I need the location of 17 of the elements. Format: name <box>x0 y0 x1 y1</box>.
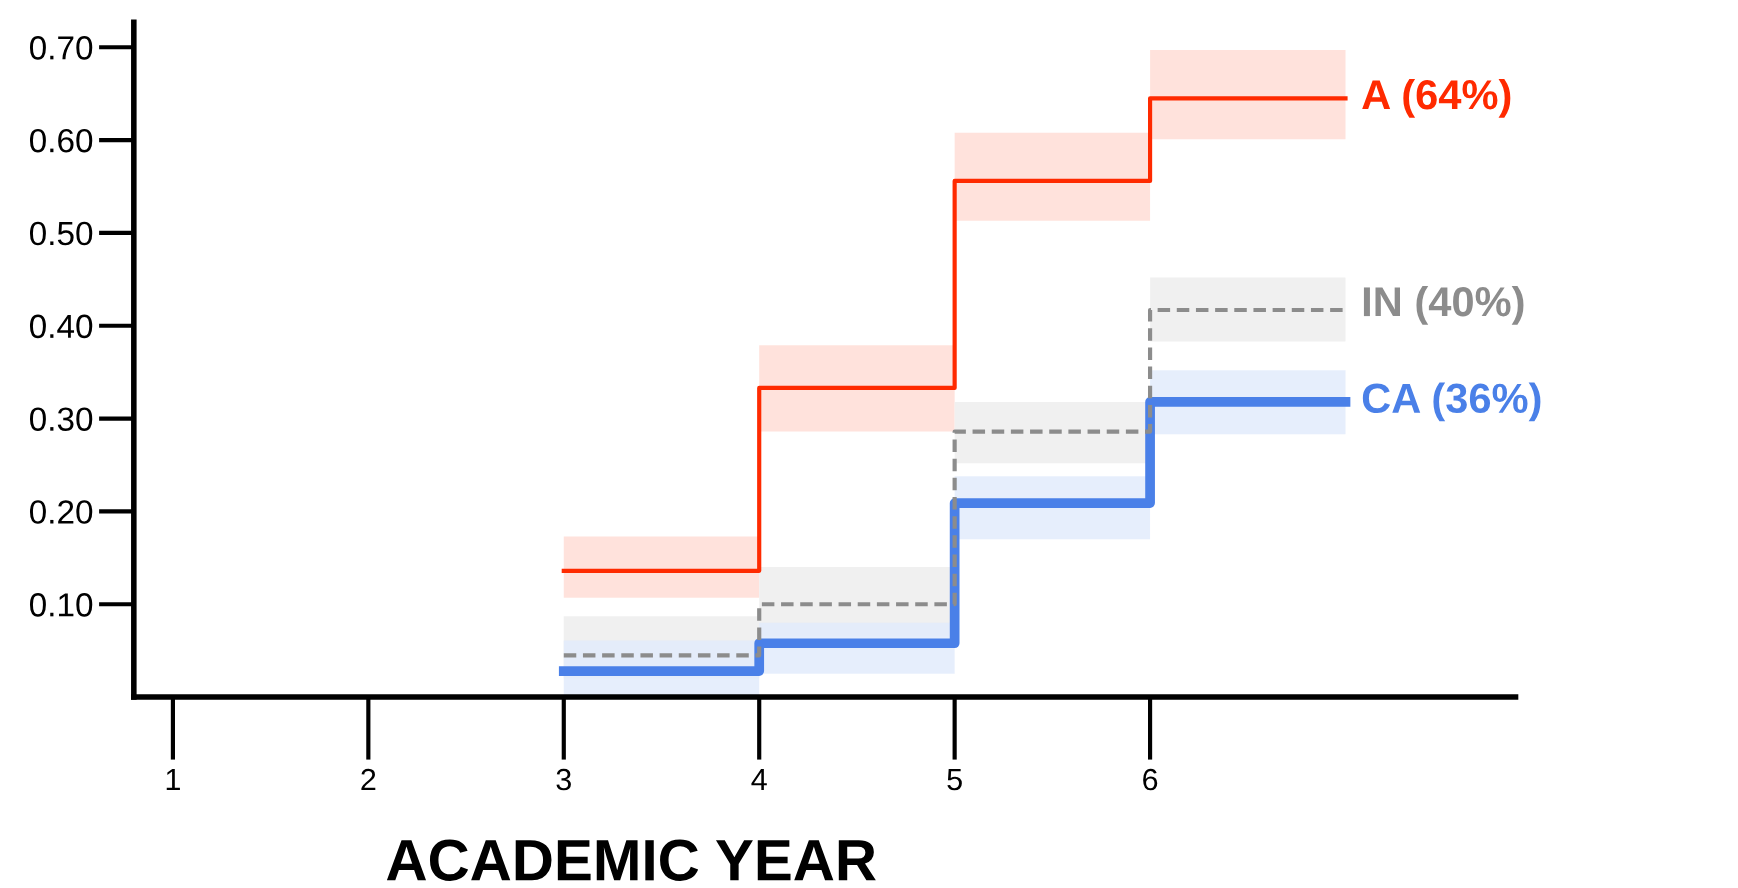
y-tick-label: 0.30 <box>29 407 93 431</box>
series-label: CA (36%) <box>1362 382 1541 422</box>
series-label: IN (40%) <box>1363 285 1524 325</box>
y-tick-label: 0.20 <box>29 500 93 524</box>
x-tick-label: 5 <box>947 769 962 791</box>
y-tick-label: 0.10 <box>29 593 93 617</box>
x-axis-title: ACADEMIC YEAR <box>386 839 876 881</box>
x-tick-label: 2 <box>361 768 376 791</box>
x-tick-label: 4 <box>751 769 767 791</box>
y-tick-label: 0.50 <box>29 221 93 246</box>
y-tick-label: 0.60 <box>29 128 93 153</box>
x-tick-label: 3 <box>556 768 571 791</box>
y-tick-label: 0.70 <box>29 36 93 60</box>
y-tick-label: 0.40 <box>29 314 93 339</box>
series-label: A (64%) <box>1362 78 1511 118</box>
x-tick-label: 1 <box>166 769 180 791</box>
x-tick-label: 6 <box>1143 768 1158 791</box>
